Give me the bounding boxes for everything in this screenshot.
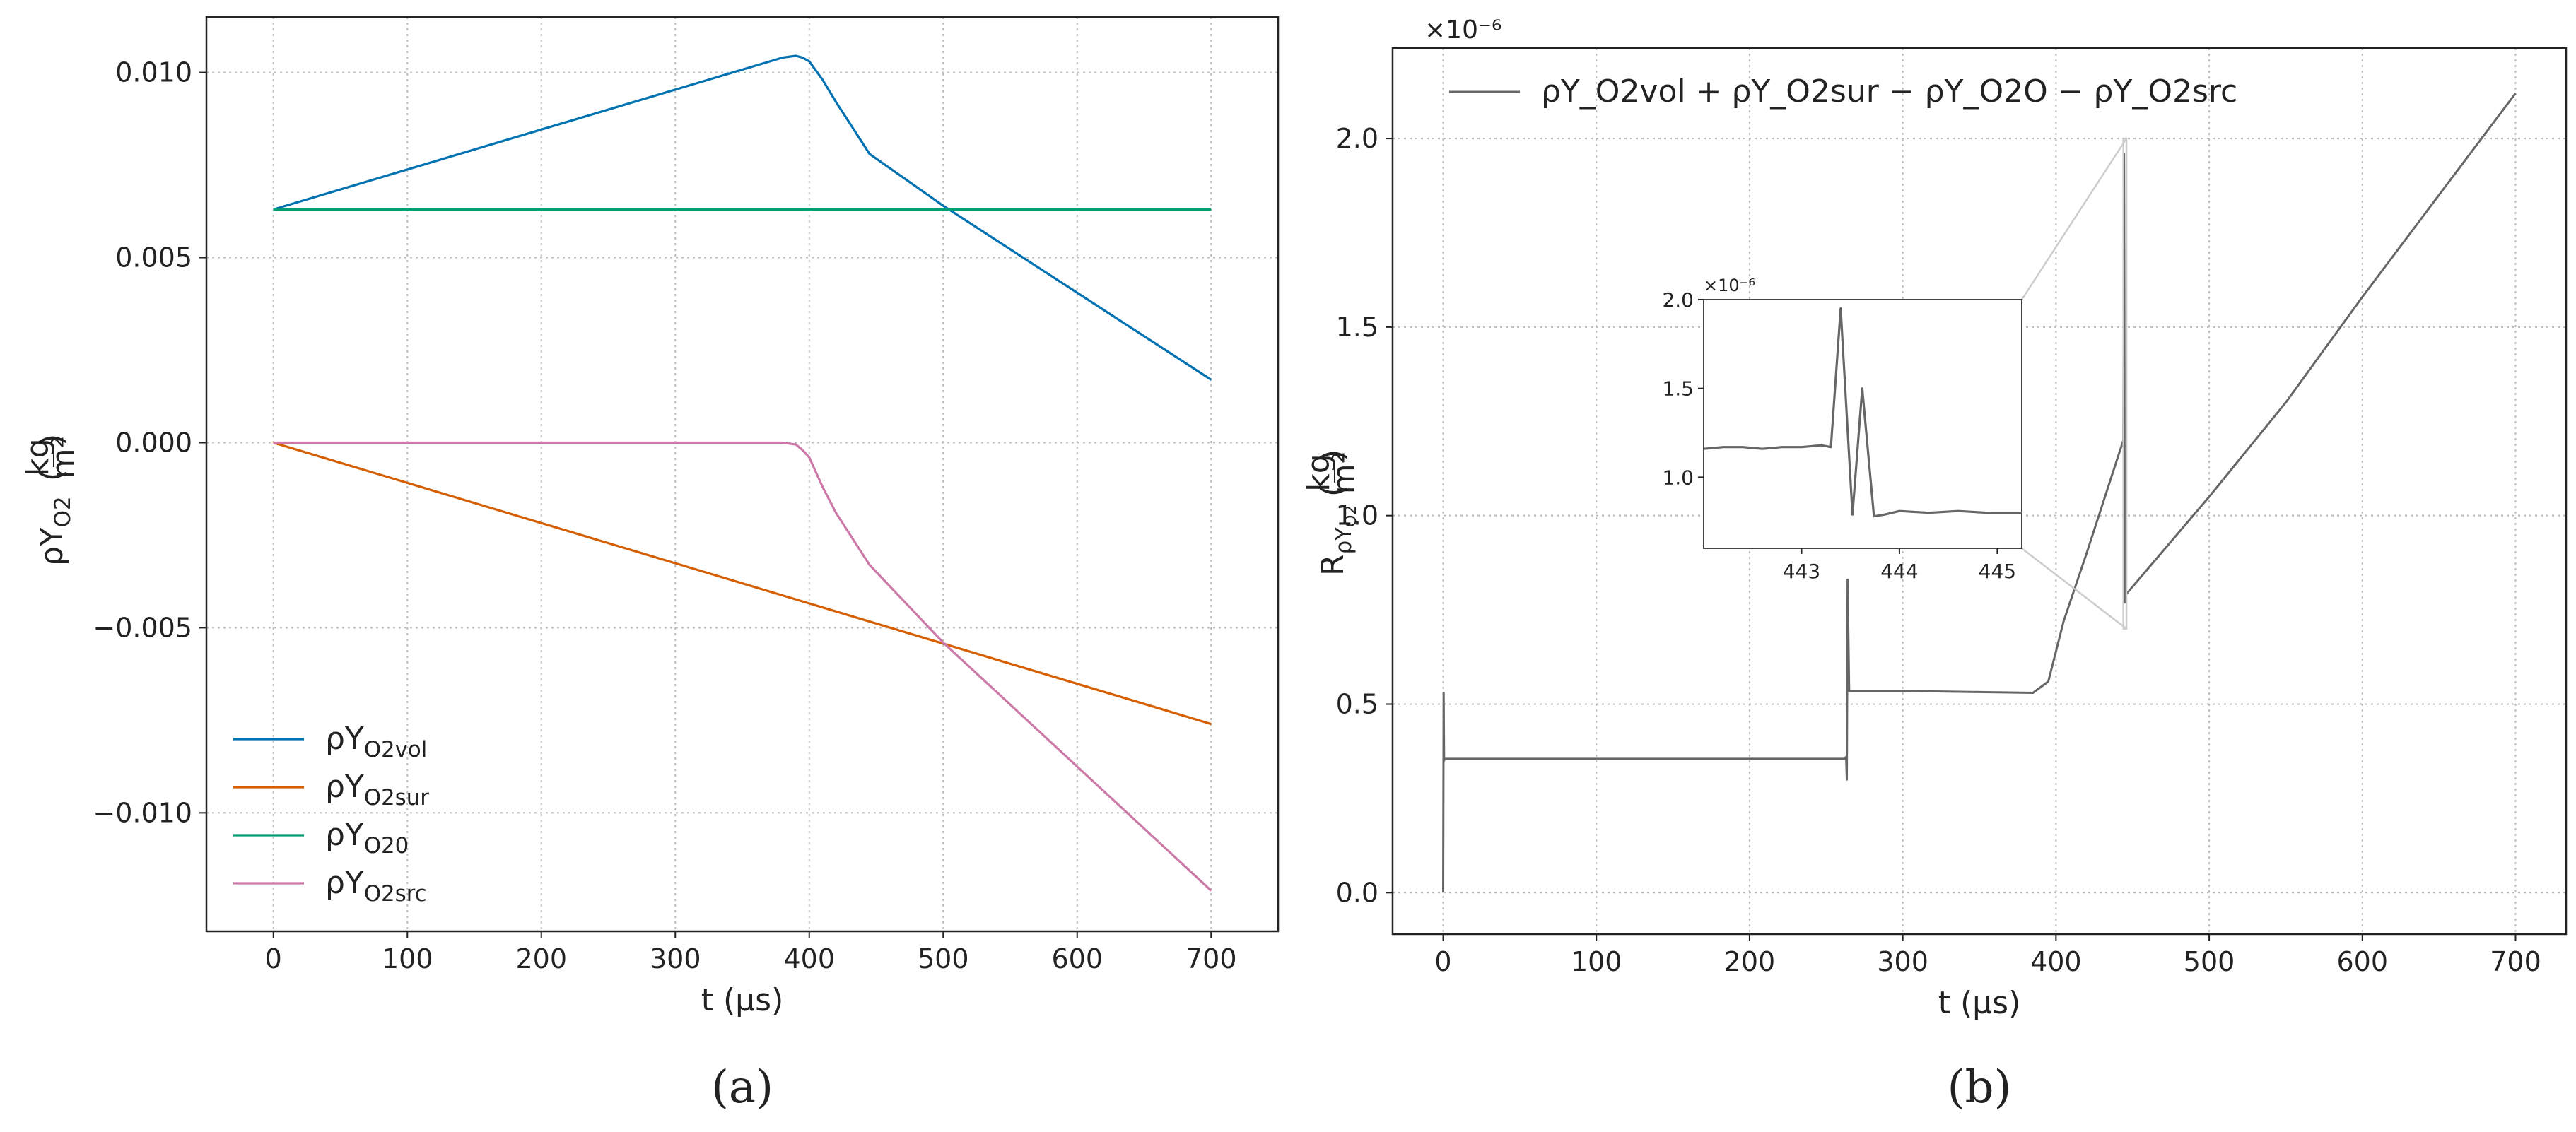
chart-b-x-tick-label-7: 700 [2490, 946, 2541, 977]
chart-a-ylabel-unit-rparen: ) [34, 434, 70, 446]
chart-b-inset-y-tick-label-0: 1.0 [1662, 466, 1694, 489]
chart-b-ylabel-unit-rparen: ) [1315, 449, 1351, 461]
chart-a-x-tick-label-6: 600 [1051, 943, 1103, 974]
chart-a-legend-label-sur: ρYO2sur [325, 769, 429, 810]
chart-b-ylabel-text: RρYO2 [1315, 505, 1360, 576]
chart-a-ylabel-text-base: ρY [34, 527, 70, 566]
chart-b-y-tick-label-3: 1.5 [1336, 312, 1378, 343]
chart-b-ylabel-text-base: R [1315, 554, 1351, 576]
chart-b-ylabel-unit-den: m² [1326, 452, 1362, 495]
chart-a-y-tick-label-0: −0.010 [93, 797, 192, 828]
chart-a-ylabel-text: ρYO2 [34, 496, 76, 566]
chart-b-zoom-connector-bottom [2021, 548, 2127, 630]
chart-a-line-vol [273, 54, 1212, 381]
chart-b-inset: 443 444 445 1.0 1.5 2.0 ×10⁻⁶ [1662, 276, 2022, 583]
chart-b-x-tick-label-5: 500 [2184, 946, 2235, 977]
panel-label-a: (a) [711, 1061, 773, 1114]
chart-b-x-tick-label-1: 100 [1571, 946, 1622, 977]
chart-a-legend-label-vol: ρYO2vol [325, 721, 427, 762]
chart-a-x-tick-label-1: 100 [382, 943, 433, 974]
chart-b-y-tick-label-1: 0.5 [1336, 688, 1378, 719]
chart-a-legend-label-vol-base: ρY [325, 721, 364, 757]
chart-b-ylabel-text-sub: ρY [1331, 527, 1357, 555]
chart-b-x-tick-label-2: 200 [1724, 946, 1776, 977]
chart-b-legend-label: ρY_O2vol + ρY_O2sur − ρY_O2O − ρY_O2src [1541, 73, 2237, 110]
chart-a-y-tick-label-3: 0.005 [115, 242, 192, 273]
chart-a-x-ticks: 0 100 200 300 400 500 600 700 [265, 931, 1237, 974]
chart-a-x-axis-label: t (μs) [701, 982, 784, 1018]
chart-b-x-tick-label-0: 0 [1434, 946, 1451, 977]
chart-a-legend-label-sur-base: ρY [325, 769, 364, 805]
chart-a-legend-label-o20-sub: O20 [364, 833, 409, 859]
chart-a-line-sur [273, 441, 1212, 726]
chart-b-ylabel-text-subsub: O2 [1342, 505, 1360, 527]
chart-b-inset-frame [1703, 299, 2022, 549]
chart-a-frame [205, 16, 1280, 933]
chart-b-ylabel-unit-num: kg [1301, 454, 1337, 491]
chart-b-line-residual [1442, 93, 2517, 893]
chart-a-legend-label-src: ρYO2src [325, 865, 427, 907]
chart-b: 0 100 200 300 400 500 600 700 0.0 0.5 1.0 1.5 2.0 ×… [1301, 16, 2568, 1114]
chart-a: 0 100 200 300 400 500 600 700 −0.010 −0.005 0.000… [20, 16, 1280, 1114]
chart-b-y-tick-label-0: 0.0 [1336, 877, 1378, 908]
panel-label-b: (b) [1948, 1061, 2012, 1114]
chart-b-x-tick-label-6: 600 [2337, 946, 2389, 977]
chart-a-y-tick-label-2: 0.000 [115, 427, 192, 458]
chart-a-line-src [273, 441, 1212, 892]
chart-b-offset-label: ×10⁻⁶ [1424, 16, 1501, 45]
chart-b-y-ticks: 0.0 0.5 1.0 1.5 2.0 [1336, 123, 1393, 908]
chart-b-x-tick-label-4: 400 [2030, 946, 2082, 977]
chart-b-frame [1391, 47, 2568, 936]
chart-a-ylabel-unit-lparen: ( [34, 469, 70, 481]
chart-b-inset-y-tick-label-2: 2.0 [1662, 288, 1694, 312]
chart-b-lines [1442, 93, 2517, 893]
chart-b-inset-x-tick-label-0: 443 [1783, 560, 1820, 583]
chart-a-x-tick-label-4: 400 [783, 943, 835, 974]
chart-b-inset-x-tick-label-2: 445 [1979, 560, 2016, 583]
chart-a-x-tick-label-7: 700 [1185, 943, 1237, 974]
chart-a-legend-label-vol-sub: O2vol [364, 737, 427, 762]
chart-b-inset-offset-label: ×10⁻⁶ [1704, 276, 1755, 295]
chart-a-legend-label-o20: ρYO20 [325, 817, 409, 859]
chart-b-zoom-connectors [2020, 137, 2128, 630]
chart-a-y-tick-label-1: −0.005 [93, 612, 192, 643]
chart-b-inset-line [1703, 307, 2022, 518]
chart-a-ylabel-text-sub: O2 [50, 496, 76, 527]
chart-a-legend-label-o20-base: ρY [325, 817, 364, 853]
chart-a-x-tick-label-5: 500 [918, 943, 969, 974]
chart-b-legend: ρY_O2vol + ρY_O2sur − ρY_O2O − ρY_O2src [1449, 73, 2237, 110]
chart-b-x-tick-label-3: 300 [1877, 946, 1928, 977]
chart-b-inset-x-tick-label-1: 444 [1880, 560, 1918, 583]
chart-a-lines [273, 54, 1212, 892]
chart-b-x-axis-label: t (μs) [1938, 985, 2021, 1021]
chart-a-ylabel-unit-den: m² [45, 436, 81, 479]
chart-b-x-ticks: 0 100 200 300 400 500 600 700 [1434, 934, 2541, 977]
chart-b-inset-y-tick-label-1: 1.5 [1662, 377, 1694, 401]
chart-a-y-ticks: −0.010 −0.005 0.000 0.005 0.010 [93, 57, 206, 828]
chart-b-y-tick-label-4: 2.0 [1336, 123, 1378, 154]
chart-a-x-tick-label-0: 0 [265, 943, 282, 974]
chart-a-ylabel-unit-num: kg [20, 438, 56, 476]
chart-b-y-tick-label-2: 1.0 [1336, 500, 1378, 531]
chart-a-legend-label-sur-sub: O2sur [364, 785, 429, 810]
chart-a-y-tick-label-4: 0.010 [115, 57, 192, 88]
chart-a-x-tick-label-3: 300 [650, 943, 701, 974]
chart-a-legend-label-src-sub: O2src [364, 881, 427, 907]
chart-b-zoom-region [2122, 137, 2128, 630]
chart-a-legend-label-src-base: ρY [325, 865, 364, 901]
chart-b-ylabel-unit-lparen: ( [1315, 485, 1351, 497]
chart-b-zoom-connector-top [2020, 138, 2128, 300]
chart-a-x-tick-label-2: 200 [515, 943, 567, 974]
